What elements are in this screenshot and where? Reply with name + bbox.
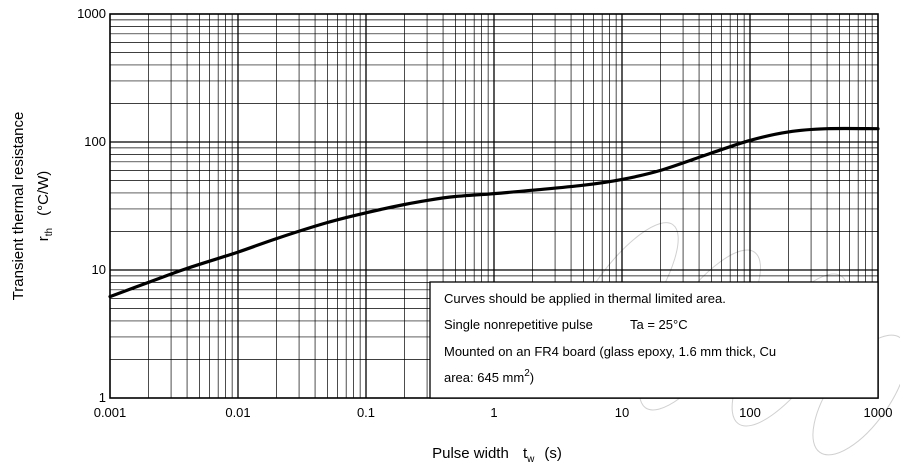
x-tick-label: 1 bbox=[490, 405, 497, 420]
series-point bbox=[403, 203, 406, 206]
x-tick-label: 0.01 bbox=[225, 405, 250, 420]
note-line-4-sup: 2 bbox=[524, 368, 530, 379]
x-axis-label-main: Pulse width bbox=[432, 445, 509, 462]
y-axis-label-sub: th bbox=[44, 228, 55, 236]
series-layer bbox=[108, 126, 880, 299]
series-point bbox=[275, 237, 278, 240]
x-tick-label: 100 bbox=[739, 405, 761, 420]
series-line bbox=[108, 126, 880, 299]
note-line-4-end: ) bbox=[530, 370, 534, 385]
x-axis-label-sub: w bbox=[526, 454, 535, 465]
x-tick-label: 0.1 bbox=[357, 405, 375, 420]
y-axis-label-unit: (°C/W) bbox=[35, 171, 52, 216]
y-tick-label: 10 bbox=[92, 262, 106, 277]
series-point bbox=[582, 183, 585, 187]
svg-text:Mounted on an FR4 board (glass: Mounted on an FR4 board (glass epoxy, 1.… bbox=[444, 344, 776, 359]
x-tick-label: 10 bbox=[615, 405, 629, 420]
note-box-frame bbox=[429, 281, 879, 399]
y-axis-label-line2: rth (°C/W) bbox=[35, 171, 55, 242]
note-line-2b: Ta = 25°C bbox=[630, 317, 688, 332]
series-point bbox=[147, 281, 150, 284]
note-line-4: area: 645 mm bbox=[444, 370, 524, 385]
series-point bbox=[326, 221, 329, 224]
series-point bbox=[364, 211, 368, 214]
series-point bbox=[531, 189, 534, 192]
series-point bbox=[492, 192, 496, 195]
series-point bbox=[236, 250, 240, 254]
y-axis-label-symbol: r bbox=[35, 236, 52, 241]
y-tick-label: 1000 bbox=[77, 6, 106, 21]
x-axis-label: Pulse width tw (s) bbox=[432, 445, 562, 465]
y-axis-label-line1: Transient thermal resistance bbox=[10, 112, 27, 301]
y-tick-label: 100 bbox=[84, 134, 106, 149]
svg-text:Single nonrepetitive pulse: Single nonrepetitive pulse bbox=[444, 317, 593, 332]
svg-text:Ta = 25°C: Ta = 25°C bbox=[630, 317, 688, 332]
series-point bbox=[710, 151, 713, 155]
series-point bbox=[787, 130, 790, 134]
series-point bbox=[876, 127, 880, 130]
series-point bbox=[825, 127, 829, 130]
note-line-2a: Single nonrepetitive pulse bbox=[444, 317, 593, 332]
series-point bbox=[659, 169, 662, 172]
x-tick-label: 0.001 bbox=[94, 405, 127, 420]
series-point bbox=[748, 139, 752, 142]
svg-text:Curves should be applied in th: Curves should be applied in thermal limi… bbox=[444, 291, 726, 306]
x-axis-label-symbol: t bbox=[523, 445, 528, 462]
x-tick-label: 1000 bbox=[864, 405, 893, 420]
note-line-3: Mounted on an FR4 board (glass epoxy, 1.… bbox=[444, 344, 776, 359]
series-point bbox=[185, 267, 189, 270]
series-point bbox=[108, 295, 112, 298]
series-point bbox=[425, 199, 429, 202]
x-axis-label-unit: (s) bbox=[544, 445, 562, 462]
y-tick-label: 1 bbox=[99, 390, 106, 405]
note-box: Curves should be applied in thermal limi… bbox=[429, 281, 879, 399]
svg-text:area: 645 mm2): area: 645 mm2) bbox=[444, 368, 534, 385]
y-axis-ticks: 1 10 100 1000 bbox=[77, 6, 106, 405]
x-axis-ticks: 0.001 0.01 0.1 1 10 100 1000 bbox=[94, 405, 893, 420]
series-point bbox=[620, 178, 624, 181]
series-point bbox=[454, 195, 457, 198]
note-line-1: Curves should be applied in thermal limi… bbox=[444, 291, 726, 306]
